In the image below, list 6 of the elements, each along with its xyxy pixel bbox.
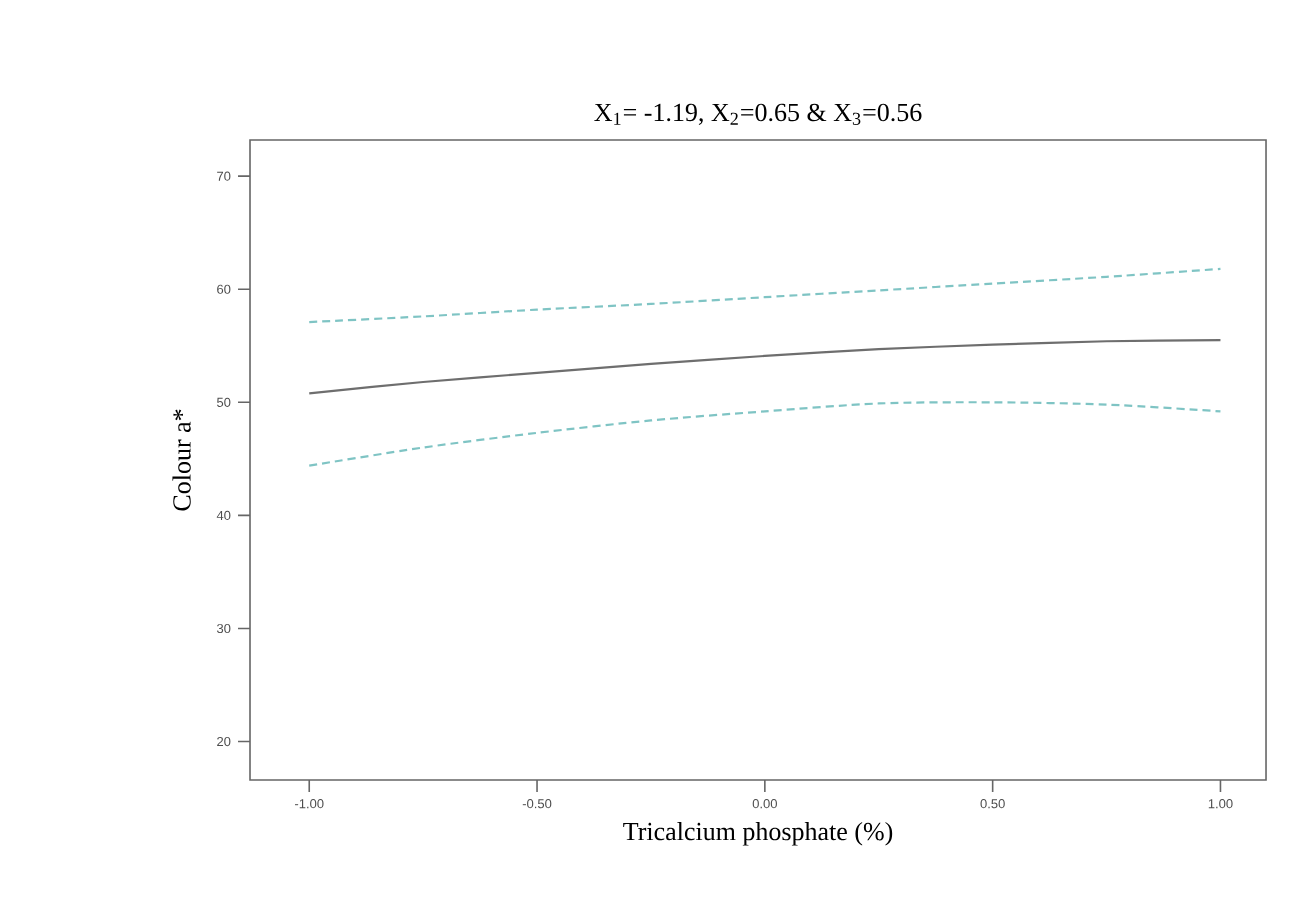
line-series bbox=[308, 339, 1222, 395]
x-axis-title: Tricalcium phosphate (%) bbox=[623, 822, 893, 846]
y-axis-title: Colour a* bbox=[172, 409, 191, 511]
chart-title: X$_{1}$= -1.19, X$_{2}$=0.65 & X$_{3}$=0.56 bbox=[594, 103, 922, 125]
line-series bbox=[308, 267, 1222, 324]
line-series bbox=[308, 401, 1222, 467]
